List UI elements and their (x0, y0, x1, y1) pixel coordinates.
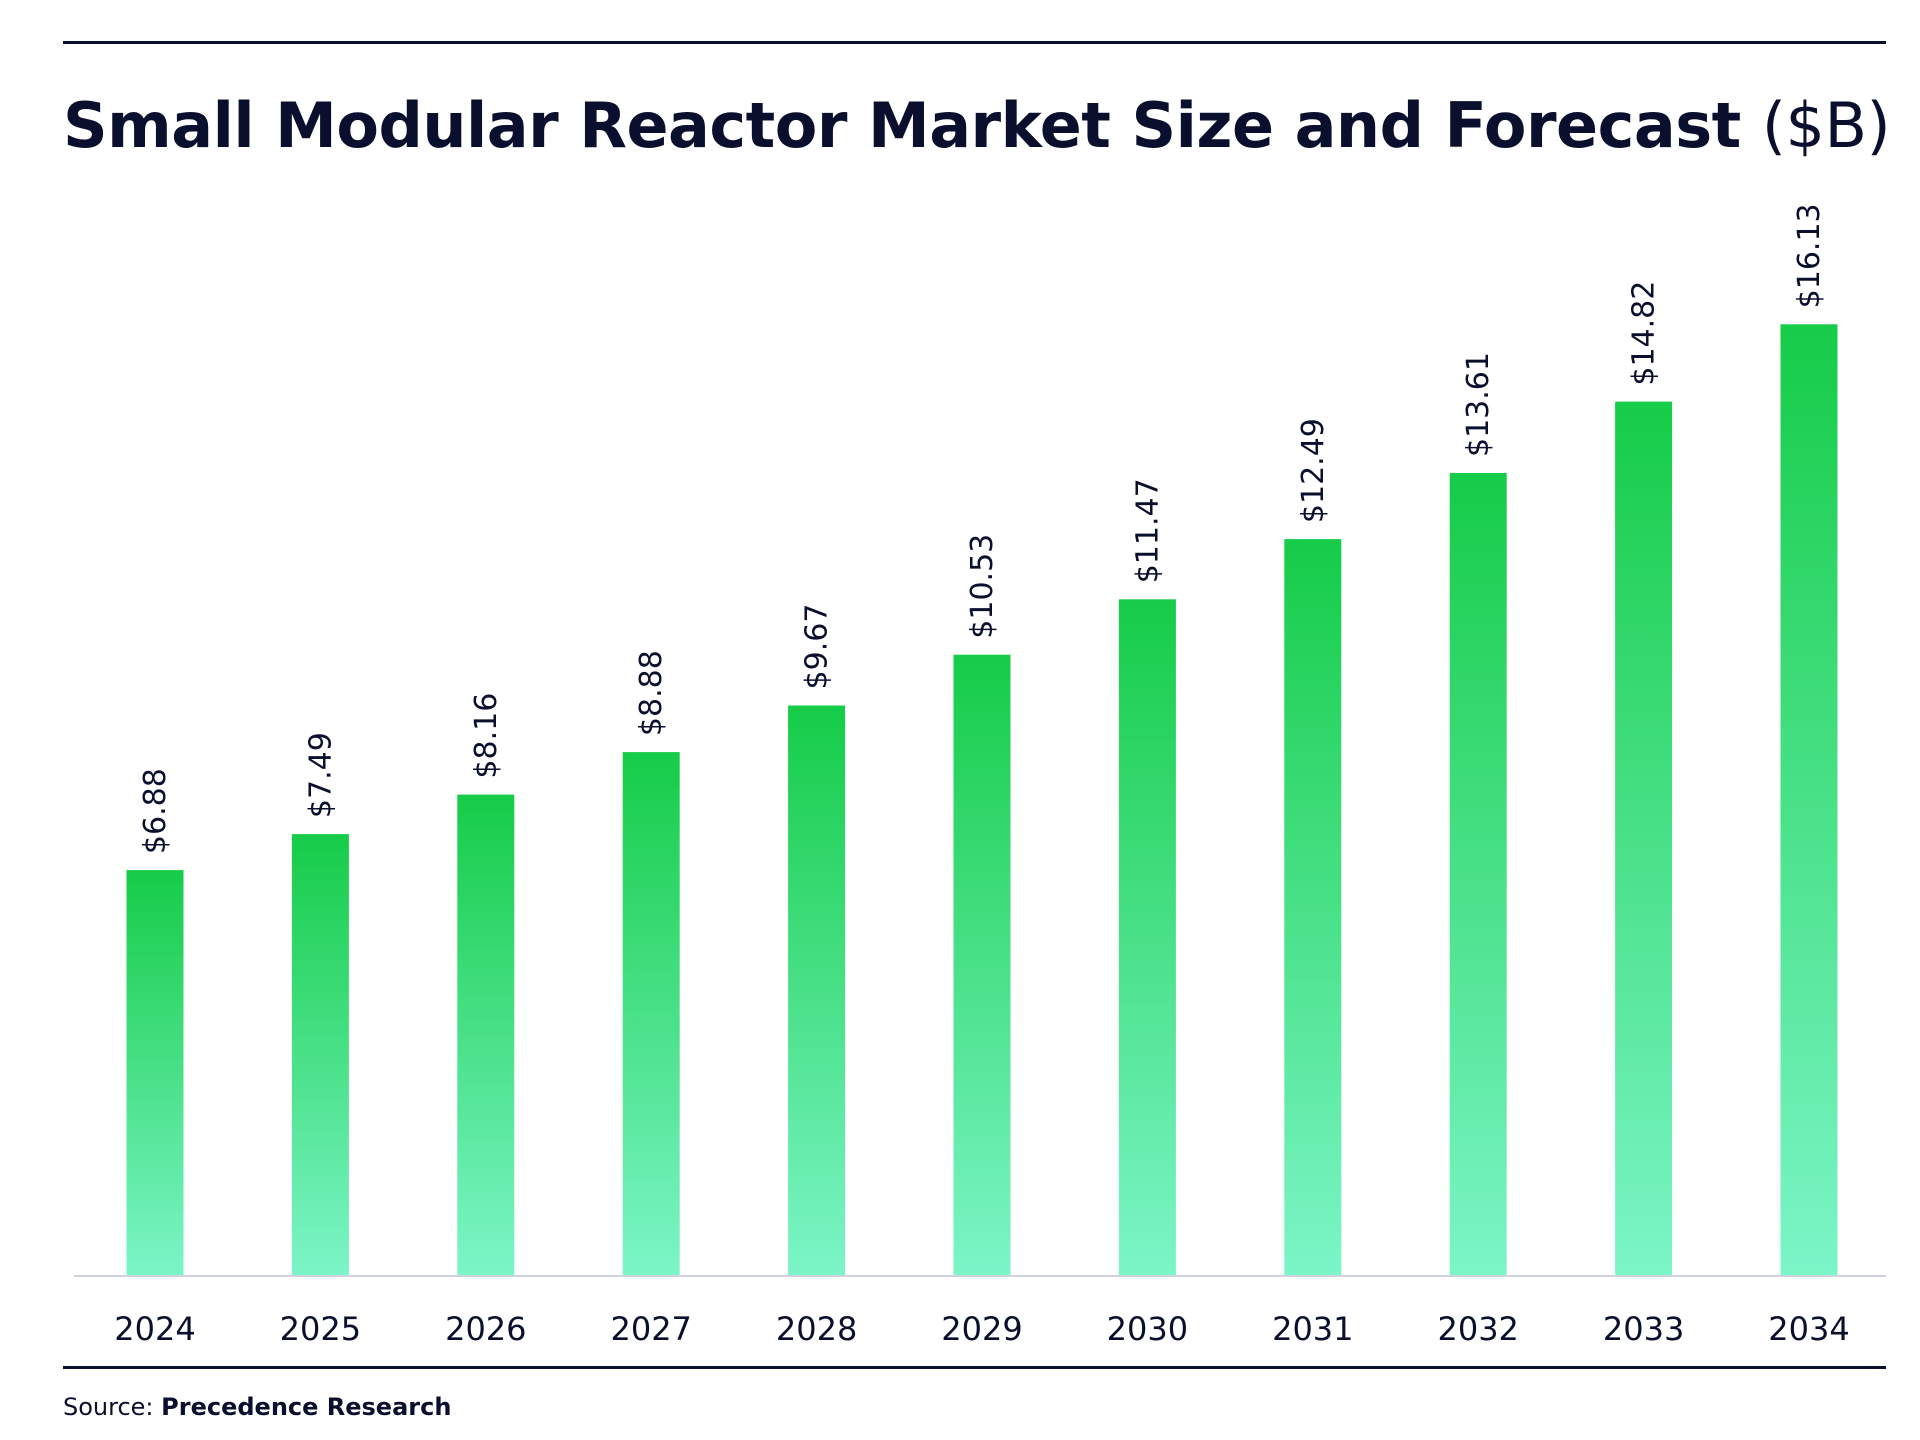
x-tick-2025: 2025 (280, 1310, 361, 1348)
x-tick-2030: 2030 (1107, 1310, 1188, 1348)
data-label-2024: $6.88 (138, 768, 173, 854)
x-tick-2028: 2028 (776, 1310, 857, 1348)
x-tick-2032: 2032 (1437, 1310, 1518, 1348)
bar-2030 (1118, 599, 1176, 1276)
x-tick-2027: 2027 (610, 1310, 691, 1348)
bar-2024 (126, 870, 184, 1276)
x-tick-2024: 2024 (114, 1310, 195, 1348)
data-label-2030: $11.47 (1130, 478, 1165, 583)
data-label-2026: $8.16 (469, 693, 504, 779)
chart-title-main: Small Modular Reactor Market Size and Fo… (63, 89, 1741, 162)
x-tick-2031: 2031 (1272, 1310, 1353, 1348)
source-label: Source: (63, 1393, 154, 1421)
data-label-2025: $7.49 (303, 732, 338, 818)
bar-2028 (788, 705, 846, 1276)
x-tick-2026: 2026 (445, 1310, 526, 1348)
data-label-2034: $16.13 (1792, 203, 1827, 308)
bar-2034 (1780, 324, 1838, 1276)
data-label-2029: $10.53 (965, 534, 1000, 639)
x-tick-2029: 2029 (941, 1310, 1022, 1348)
bar-2027 (622, 752, 680, 1276)
chart-title: Small Modular Reactor Market Size and Fo… (63, 88, 1891, 164)
x-tick-labels-group: 2024 2025 2026 2027 2028 2029 2030 2031 2032 2033… (114, 1310, 1849, 1348)
data-labels-group: $6.88 $7.49 $8.16 $8.88 $9.67 $10.53 $11.47 $12… (138, 203, 1827, 854)
bar-2025 (291, 834, 349, 1276)
data-label-2031: $12.49 (1296, 418, 1331, 523)
data-label-2033: $14.82 (1627, 281, 1662, 386)
source-name: Precedence Research (161, 1393, 452, 1421)
data-label-2032: $13.61 (1461, 352, 1496, 457)
top-rule (63, 41, 1886, 44)
x-tick-2033: 2033 (1603, 1310, 1684, 1348)
data-label-2028: $9.67 (800, 604, 835, 690)
bar-2033 (1615, 401, 1673, 1277)
bar-2029 (953, 654, 1011, 1276)
data-label-2027: $8.88 (634, 650, 669, 736)
bar-2032 (1449, 473, 1507, 1276)
bar-2031 (1284, 539, 1342, 1276)
bars-group (126, 324, 1838, 1277)
bar-2026 (457, 794, 515, 1276)
x-tick-2034: 2034 (1768, 1310, 1849, 1348)
bottom-rule (63, 1366, 1886, 1369)
source-note: Source: Precedence Research (63, 1392, 451, 1422)
chart-title-unit: ($B) (1761, 89, 1891, 162)
